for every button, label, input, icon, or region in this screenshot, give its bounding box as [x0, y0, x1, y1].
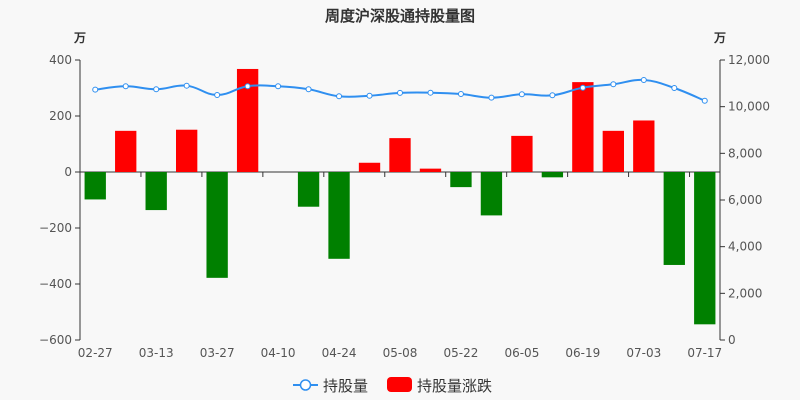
bar [236, 68, 259, 172]
right-axis-tick-label: 6,000 [728, 193, 762, 207]
x-axis-tick-label: 04-10 [261, 346, 296, 360]
holdings-point [397, 89, 403, 96]
holdings-point [275, 83, 282, 90]
left-axis-tick-label: −600 [39, 333, 72, 347]
bar [541, 172, 564, 178]
legend-item-line[interactable]: 持股量 [293, 377, 368, 395]
bar [480, 172, 503, 216]
bar [602, 130, 624, 172]
holdings-point [518, 91, 525, 98]
bar [84, 172, 106, 200]
holdings-point [610, 81, 617, 88]
legend-bar-icon [387, 377, 412, 392]
left-axis-unit: 万 [73, 31, 86, 45]
left-axis-tick-label: 400 [49, 53, 72, 67]
bar [389, 138, 411, 172]
left-axis-tick-label: 0 [64, 165, 72, 179]
right-axis-tick-label: 8,000 [728, 146, 762, 160]
right-axis-tick-label: 4,000 [728, 240, 762, 254]
holdings-point [336, 93, 343, 100]
bar [572, 82, 594, 172]
bar [419, 168, 442, 172]
bar [115, 130, 137, 172]
bar [633, 120, 655, 172]
holdings-point [244, 83, 251, 90]
x-axis-tick-label: 03-13 [139, 346, 174, 360]
holdings-point [701, 97, 708, 104]
holdings-point [457, 90, 464, 97]
legend-item-bar[interactable]: 持股量涨跌 [387, 377, 492, 395]
right-axis-tick-label: 2,000 [728, 286, 762, 300]
right-axis-tick-label: 12,000 [728, 53, 770, 67]
holdings-point [671, 85, 678, 91]
x-axis-tick-label: 05-08 [383, 346, 418, 360]
bar [206, 172, 228, 278]
legend: 持股量 持股量涨跌 [293, 377, 492, 395]
right-axis-tick-label: 10,000 [728, 100, 770, 114]
holdings-point [92, 86, 99, 93]
holdings-point [579, 84, 586, 91]
holdings-point [153, 86, 160, 93]
bar [694, 172, 716, 325]
holdings-point [427, 89, 434, 96]
x-axis-tick-label: 07-03 [626, 346, 661, 360]
left-axis-tick-label: 200 [49, 109, 72, 123]
bar [176, 129, 198, 172]
holdings-point [122, 83, 129, 90]
holdings-point [214, 92, 221, 98]
legend-label-line: 持股量 [323, 377, 368, 395]
right-axis-unit: 万 [713, 31, 726, 45]
chart-title: 周度沪深股通持股量图 [325, 7, 475, 25]
holdings-point [305, 86, 312, 93]
left-axis-tick-label: −400 [39, 277, 72, 291]
right-axis-tick-label: 0 [728, 333, 736, 347]
holdings-point [640, 76, 647, 83]
x-axis-tick-label: 06-19 [565, 346, 600, 360]
x-axis-tick-label: 04-24 [322, 346, 357, 360]
holdings-point [366, 92, 373, 99]
x-axis-tick-label: 07-17 [687, 346, 722, 360]
x-axis-tick-label: 06-05 [504, 346, 539, 360]
holdings-point [488, 94, 495, 101]
bar [358, 162, 381, 172]
holdings-point [549, 92, 556, 99]
bar [663, 172, 685, 265]
bar [145, 172, 167, 211]
x-axis-tick-label: 03-27 [200, 346, 235, 360]
legend-line-marker-icon [299, 379, 312, 391]
x-axis-tick-label: 05-22 [444, 346, 479, 360]
legend-label-bar: 持股量涨跌 [417, 377, 492, 395]
bar [297, 172, 320, 207]
bar [328, 172, 350, 259]
bar [450, 172, 472, 188]
x-axis-tick-label: 02-27 [78, 346, 113, 360]
bar [511, 135, 533, 172]
holdings-point [183, 82, 190, 89]
left-axis-tick-label: −200 [39, 221, 72, 235]
